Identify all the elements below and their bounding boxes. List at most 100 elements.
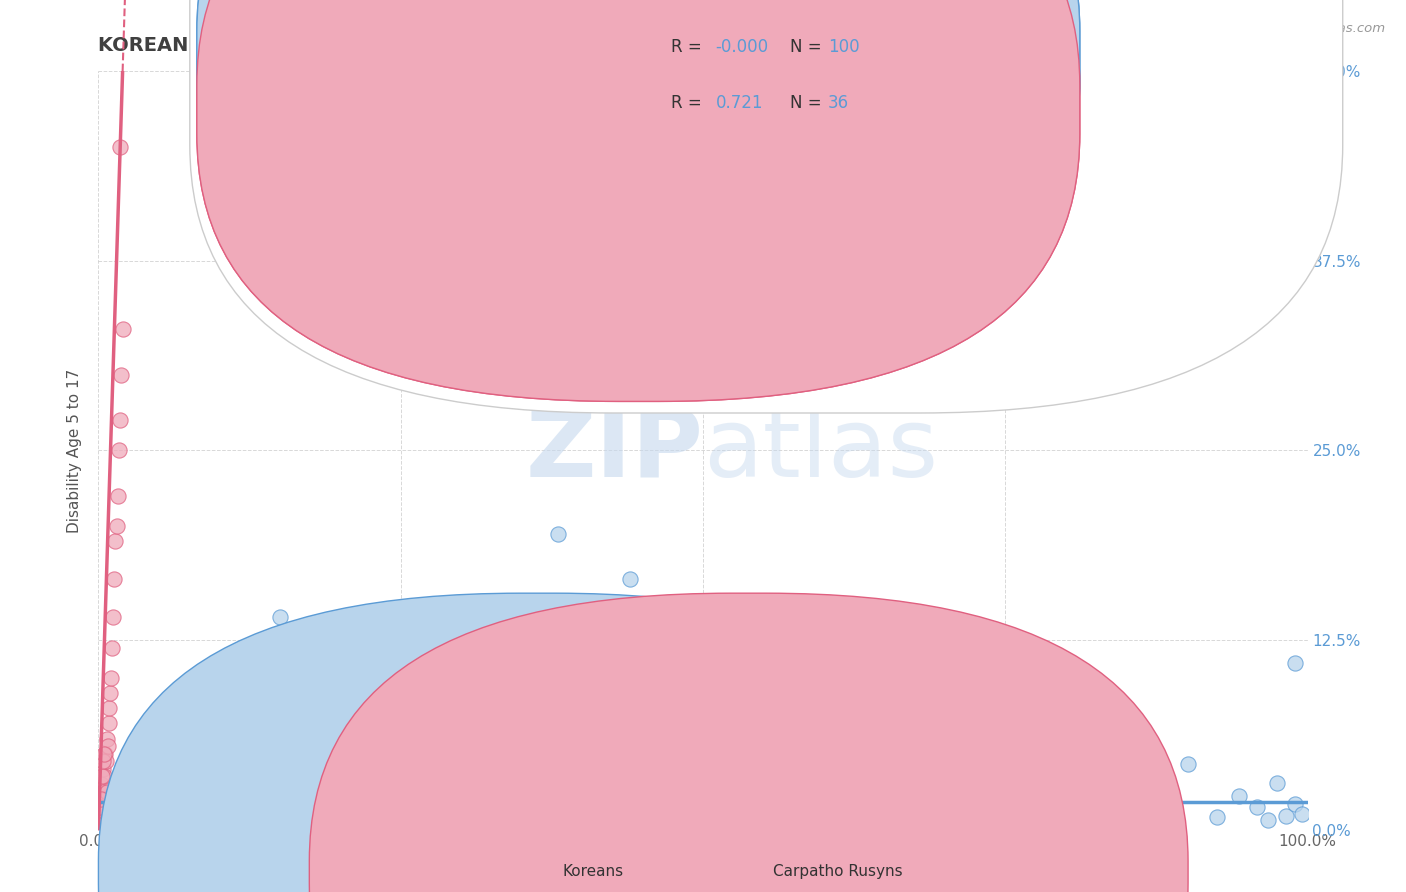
- Koreans: [269, 610, 291, 624]
- Koreans: [1080, 764, 1102, 779]
- Carpatho Rusyns: [100, 640, 122, 655]
- Carpatho Rusyns: [93, 805, 115, 819]
- Koreans: [254, 809, 277, 823]
- Carpatho Rusyns: [90, 777, 112, 791]
- Koreans: [98, 818, 121, 832]
- Koreans: [813, 783, 835, 797]
- Koreans: [299, 810, 322, 824]
- Koreans: [100, 792, 122, 806]
- Koreans: [589, 771, 612, 785]
- Text: Koreans: Koreans: [562, 864, 623, 879]
- Koreans: [513, 801, 536, 815]
- Koreans: [1291, 807, 1313, 822]
- Koreans: [880, 790, 903, 805]
- Carpatho Rusyns: [91, 769, 114, 784]
- Text: Carpatho Rusyns: Carpatho Rusyns: [773, 864, 903, 879]
- Koreans: [938, 786, 960, 800]
- Koreans: [959, 814, 981, 828]
- Carpatho Rusyns: [89, 800, 111, 814]
- Koreans: [855, 764, 877, 778]
- Koreans: [335, 774, 357, 789]
- Koreans: [1284, 797, 1306, 811]
- Koreans: [554, 781, 576, 796]
- Koreans: [481, 768, 503, 782]
- Koreans: [308, 786, 330, 800]
- Koreans: [564, 805, 586, 820]
- Text: 36: 36: [828, 94, 849, 112]
- Carpatho Rusyns: [91, 755, 114, 769]
- Koreans: [845, 801, 868, 815]
- Carpatho Rusyns: [101, 610, 124, 624]
- Koreans: [662, 810, 685, 824]
- Koreans: [672, 798, 695, 813]
- Koreans: [1021, 809, 1043, 823]
- Koreans: [174, 801, 197, 815]
- Carpatho Rusyns: [97, 739, 120, 753]
- Carpatho Rusyns: [89, 807, 111, 822]
- Koreans: [1246, 800, 1268, 814]
- Koreans: [1267, 775, 1289, 789]
- Koreans: [419, 800, 441, 814]
- Koreans: [184, 815, 207, 830]
- Koreans: [1000, 774, 1022, 789]
- Koreans: [1177, 757, 1199, 772]
- Carpatho Rusyns: [94, 747, 117, 761]
- Koreans: [538, 814, 561, 828]
- Carpatho Rusyns: [91, 785, 114, 799]
- Carpatho Rusyns: [105, 519, 128, 533]
- Koreans: [647, 766, 669, 780]
- Koreans: [457, 779, 479, 793]
- Koreans: [1227, 789, 1250, 804]
- Koreans: [91, 815, 114, 830]
- Koreans: [688, 779, 710, 793]
- Carpatho Rusyns: [91, 810, 114, 824]
- Text: 100: 100: [828, 38, 859, 56]
- Koreans: [1152, 803, 1174, 817]
- Koreans: [318, 798, 340, 813]
- Koreans: [129, 816, 152, 830]
- Koreans: [737, 814, 759, 828]
- Koreans: [547, 526, 569, 541]
- Text: 0.721: 0.721: [716, 94, 763, 112]
- Koreans: [1284, 656, 1306, 670]
- Koreans: [402, 812, 425, 826]
- Carpatho Rusyns: [96, 755, 118, 769]
- Carpatho Rusyns: [100, 671, 122, 685]
- Text: KOREAN VS CARPATHO RUSYN DISABILITY AGE 5 TO 17 CORRELATION CHART: KOREAN VS CARPATHO RUSYN DISABILITY AGE …: [98, 36, 941, 54]
- Koreans: [1275, 809, 1298, 823]
- Koreans: [912, 768, 935, 782]
- Text: N =: N =: [790, 38, 821, 56]
- Koreans: [721, 760, 744, 774]
- Koreans: [208, 780, 231, 794]
- Koreans: [896, 807, 918, 822]
- Text: atlas: atlas: [703, 404, 938, 497]
- Carpatho Rusyns: [91, 762, 114, 776]
- Carpatho Rusyns: [103, 573, 125, 587]
- Carpatho Rusyns: [108, 413, 131, 427]
- Text: Source: ZipAtlas.com: Source: ZipAtlas.com: [1244, 22, 1385, 36]
- Carpatho Rusyns: [93, 769, 115, 784]
- Koreans: [640, 807, 662, 822]
- Koreans: [436, 755, 458, 769]
- Koreans: [747, 785, 769, 799]
- Carpatho Rusyns: [98, 701, 121, 715]
- Koreans: [1042, 781, 1064, 796]
- Carpatho Rusyns: [108, 140, 131, 154]
- Carpatho Rusyns: [98, 686, 121, 700]
- Koreans: [197, 794, 219, 808]
- Koreans: [157, 812, 180, 826]
- Carpatho Rusyns: [96, 785, 118, 799]
- Koreans: [93, 807, 115, 822]
- Carpatho Rusyns: [94, 792, 117, 806]
- Koreans: [222, 814, 245, 828]
- Koreans: [787, 809, 810, 823]
- Koreans: [599, 797, 621, 811]
- Koreans: [290, 762, 312, 776]
- Koreans: [105, 805, 128, 819]
- Koreans: [374, 764, 396, 779]
- Carpatho Rusyns: [107, 489, 129, 503]
- Text: N =: N =: [790, 94, 821, 112]
- Carpatho Rusyns: [111, 322, 134, 336]
- Koreans: [1109, 812, 1132, 826]
- Koreans: [772, 772, 794, 787]
